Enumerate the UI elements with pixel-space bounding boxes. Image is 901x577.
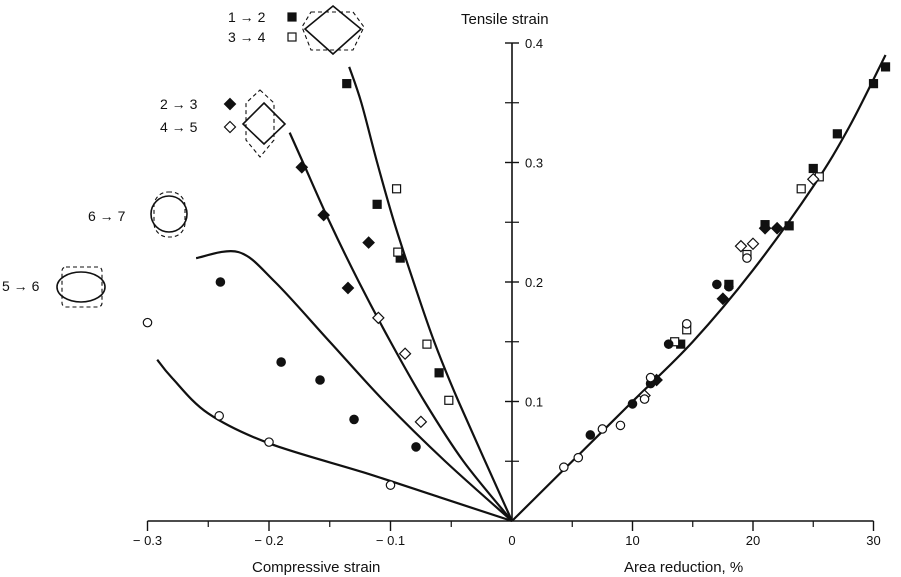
legend: 1 → 2 3 → 4 2 → 3 4 → 5 6 → 7 5 → 6	[2, 4, 365, 308]
x-left-tick-label: − 0.2	[254, 533, 283, 548]
y-axis-title: Tensile strain	[461, 11, 549, 28]
legend-label: 1 → 2	[228, 9, 266, 25]
x-axis-left-title: Compressive strain	[252, 559, 380, 576]
legend-label: 3 → 4	[228, 29, 266, 45]
point-circle-open	[264, 437, 274, 447]
legend-marker-diamond-open	[223, 120, 237, 134]
point-square-filled	[832, 129, 842, 139]
point-diamond-filled	[770, 221, 784, 235]
point-circle-filled	[411, 442, 421, 452]
x-axis-right-title: Area reduction, %	[624, 559, 743, 576]
x-left-tick-label: − 0.1	[376, 533, 405, 548]
point-diamond-filled	[341, 281, 355, 295]
point-square-filled	[434, 368, 444, 378]
x-right-tick-label: 20	[746, 533, 760, 548]
point-diamond-open	[372, 311, 385, 325]
point-circle-open	[681, 319, 692, 329]
point-square-filled	[868, 79, 879, 89]
point-square-open	[796, 184, 806, 194]
point-circle-open	[615, 420, 626, 431]
point-square-filled	[880, 62, 891, 72]
fitted-curve	[195, 250, 513, 522]
fitted-curve	[348, 66, 514, 522]
point-circle-filled	[215, 277, 226, 287]
x-right-tick-label: 30	[866, 533, 880, 548]
axis-labels: Tensile strain Compressive strain Area r…	[252, 11, 743, 576]
point-diamond-open	[398, 347, 412, 361]
point-diamond-open	[746, 237, 760, 251]
legend-sketch-solid	[303, 4, 363, 56]
point-square-open	[393, 247, 403, 257]
point-circle-open	[214, 411, 224, 421]
point-square-filled	[372, 199, 382, 209]
point-circle-open	[573, 452, 584, 463]
legend-label: 6 → 7	[88, 208, 126, 224]
legend-sketch-solid	[150, 195, 188, 233]
point-circle-open	[559, 462, 569, 473]
y-tick-label: 0.4	[525, 36, 543, 51]
point-circle-open	[142, 317, 153, 328]
data-points	[142, 62, 891, 490]
y-tick-label: 0.3	[525, 156, 543, 171]
legend-sketch-dashed	[245, 89, 275, 158]
point-circle-filled	[276, 357, 286, 367]
fitted-curves	[156, 54, 887, 523]
point-circle-filled	[585, 430, 596, 440]
point-diamond-filled	[295, 160, 309, 174]
point-circle-open	[385, 480, 396, 490]
point-circle-filled	[724, 281, 734, 292]
point-square-filled	[342, 79, 352, 89]
point-diamond-open	[806, 172, 820, 186]
legend-sketch-solid	[241, 101, 287, 146]
point-circle-filled	[315, 375, 325, 385]
point-circle-filled	[712, 279, 722, 290]
legend-marker-diamond-filled	[223, 97, 237, 111]
legend-label: 2 → 3	[160, 96, 198, 112]
x-left-tick-label: − 0.3	[133, 533, 162, 548]
point-square-filled	[808, 163, 818, 174]
point-circle-open	[639, 394, 650, 404]
axes: − 0.3 − 0.2 − 0.1 0 10 20 30 0.1 0.2 0.3 0.4	[133, 36, 881, 548]
point-circle-open	[645, 372, 656, 383]
point-diamond-open	[734, 239, 748, 253]
point-diamond-filled	[362, 236, 375, 249]
legend-marker-square-filled	[287, 12, 297, 22]
legend-label: 4 → 5	[160, 119, 198, 135]
legend-sketch-dashed	[301, 11, 365, 51]
legend-label: 5 → 6	[2, 278, 40, 294]
fitted-curve	[156, 358, 513, 523]
point-square-filled	[784, 221, 794, 231]
point-square-open	[422, 339, 432, 349]
point-diamond-filled	[716, 292, 730, 306]
point-square-open	[444, 395, 454, 405]
point-circle-open	[597, 424, 608, 434]
point-circle-filled	[627, 399, 638, 409]
y-tick-label: 0.1	[525, 395, 543, 410]
point-diamond-filled	[758, 221, 772, 235]
legend-marker-square-open	[287, 32, 297, 42]
point-square-open	[391, 184, 402, 194]
legend-sketch-dashed	[153, 191, 186, 238]
fitted-curve	[511, 54, 887, 522]
legend-sketch-dashed	[61, 266, 103, 308]
point-circle-open	[742, 253, 752, 263]
point-circle-filled	[349, 414, 359, 425]
point-diamond-open	[414, 415, 428, 429]
y-tick-label: 0.2	[525, 275, 543, 290]
point-diamond-filled	[317, 208, 331, 222]
x-right-tick-label: 10	[625, 533, 639, 548]
point-circle-filled	[663, 339, 674, 349]
x-left-tick-label: 0	[508, 533, 515, 548]
legend-sketch-solid	[56, 271, 106, 303]
